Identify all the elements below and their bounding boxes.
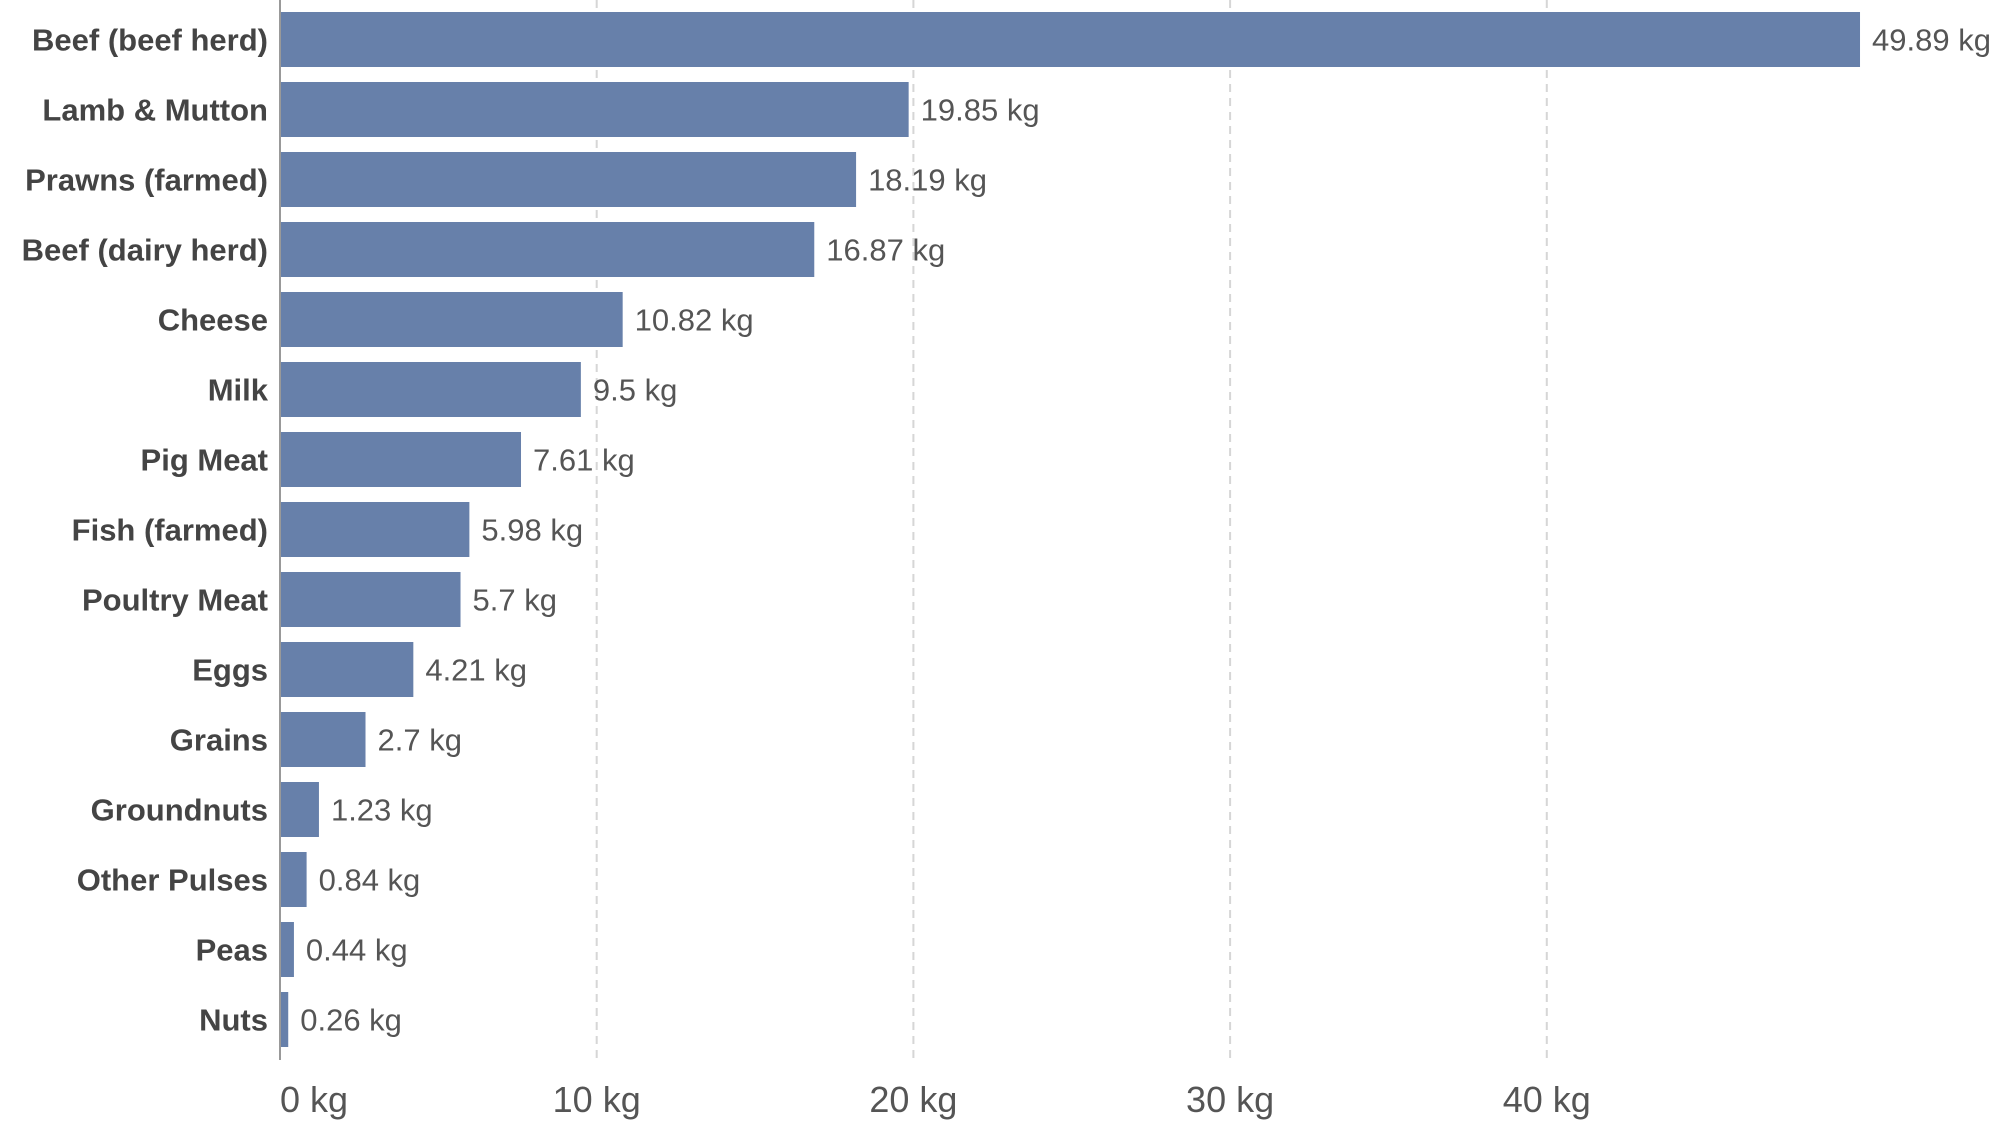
value-label-eggs: 4.21 kg: [425, 653, 527, 688]
value-label-peas: 0.44 kg: [306, 933, 408, 968]
value-label-other-pulses: 0.84 kg: [319, 863, 421, 898]
tick-label-30: 30 kg: [1186, 1079, 1274, 1120]
bar-other-pulses: [280, 852, 307, 907]
bars: [280, 12, 1861, 1047]
bar-poultry-meat: [280, 572, 461, 627]
bar-nuts: [280, 992, 289, 1047]
bar-pig-meat: [280, 432, 522, 487]
bar-beef-beef-herd: [280, 12, 1861, 67]
value-label-poultry-meat: 5.7 kg: [473, 583, 557, 618]
category-labels: Beef (beef herd) Lamb & Mutton Prawns (far…: [22, 23, 269, 1038]
bar-eggs: [280, 642, 414, 697]
tick-label-0: 0 kg: [280, 1079, 348, 1120]
bar-milk: [280, 362, 581, 417]
bar-beef-dairy-herd: [280, 222, 815, 277]
category-label-beef-beef-herd: Beef (beef herd): [32, 23, 268, 58]
category-label-beef-dairy-herd: Beef (dairy herd): [22, 233, 268, 268]
bar-prawns-farmed: [280, 152, 857, 207]
value-label-lamb-mutton: 19.85 kg: [921, 93, 1040, 128]
value-label-beef-beef-herd: 49.89 kg: [1872, 23, 1991, 58]
bar-lamb-mutton: [280, 82, 909, 137]
category-label-grains: Grains: [170, 723, 268, 758]
gridlines: [595, 0, 1548, 1060]
category-label-peas: Peas: [196, 933, 268, 968]
tick-label-40: 40 kg: [1503, 1079, 1591, 1120]
bar-cheese: [280, 292, 623, 347]
category-label-fish-farmed: Fish (farmed): [72, 513, 268, 548]
category-label-groundnuts: Groundnuts: [91, 793, 268, 828]
value-label-beef-dairy-herd: 16.87 kg: [826, 233, 945, 268]
value-label-milk: 9.5 kg: [593, 373, 677, 408]
category-label-other-pulses: Other Pulses: [77, 863, 268, 898]
value-label-prawns-farmed: 18.19 kg: [868, 163, 987, 198]
category-label-poultry-meat: Poultry Meat: [82, 583, 268, 618]
category-label-lamb-mutton: Lamb & Mutton: [42, 93, 268, 128]
category-label-pig-meat: Pig Meat: [141, 443, 268, 478]
category-label-cheese: Cheese: [158, 303, 268, 338]
value-labels: 49.89 kg 19.85 kg 18.19 kg 16.87 kg 10.82 kg…: [300, 23, 1991, 1038]
bar-fish-farmed: [280, 502, 470, 557]
tick-labels: 0 kg 10 kg 20 kg 30 kg 40 kg: [280, 1079, 1591, 1120]
category-label-prawns-farmed: Prawns (farmed): [25, 163, 268, 198]
bar-grains: [280, 712, 366, 767]
tick-label-10: 10 kg: [553, 1079, 641, 1120]
value-label-cheese: 10.82 kg: [635, 303, 754, 338]
value-label-groundnuts: 1.23 kg: [331, 793, 433, 828]
value-label-pig-meat: 7.61 kg: [533, 443, 635, 478]
value-label-fish-farmed: 5.98 kg: [481, 513, 583, 548]
value-label-grains: 2.7 kg: [378, 723, 462, 758]
category-label-nuts: Nuts: [199, 1003, 268, 1038]
category-label-milk: Milk: [208, 373, 269, 408]
bar-groundnuts: [280, 782, 319, 837]
value-label-nuts: 0.26 kg: [300, 1003, 402, 1038]
tick-label-20: 20 kg: [869, 1079, 957, 1120]
bar-peas: [280, 922, 294, 977]
category-label-eggs: Eggs: [192, 653, 268, 688]
